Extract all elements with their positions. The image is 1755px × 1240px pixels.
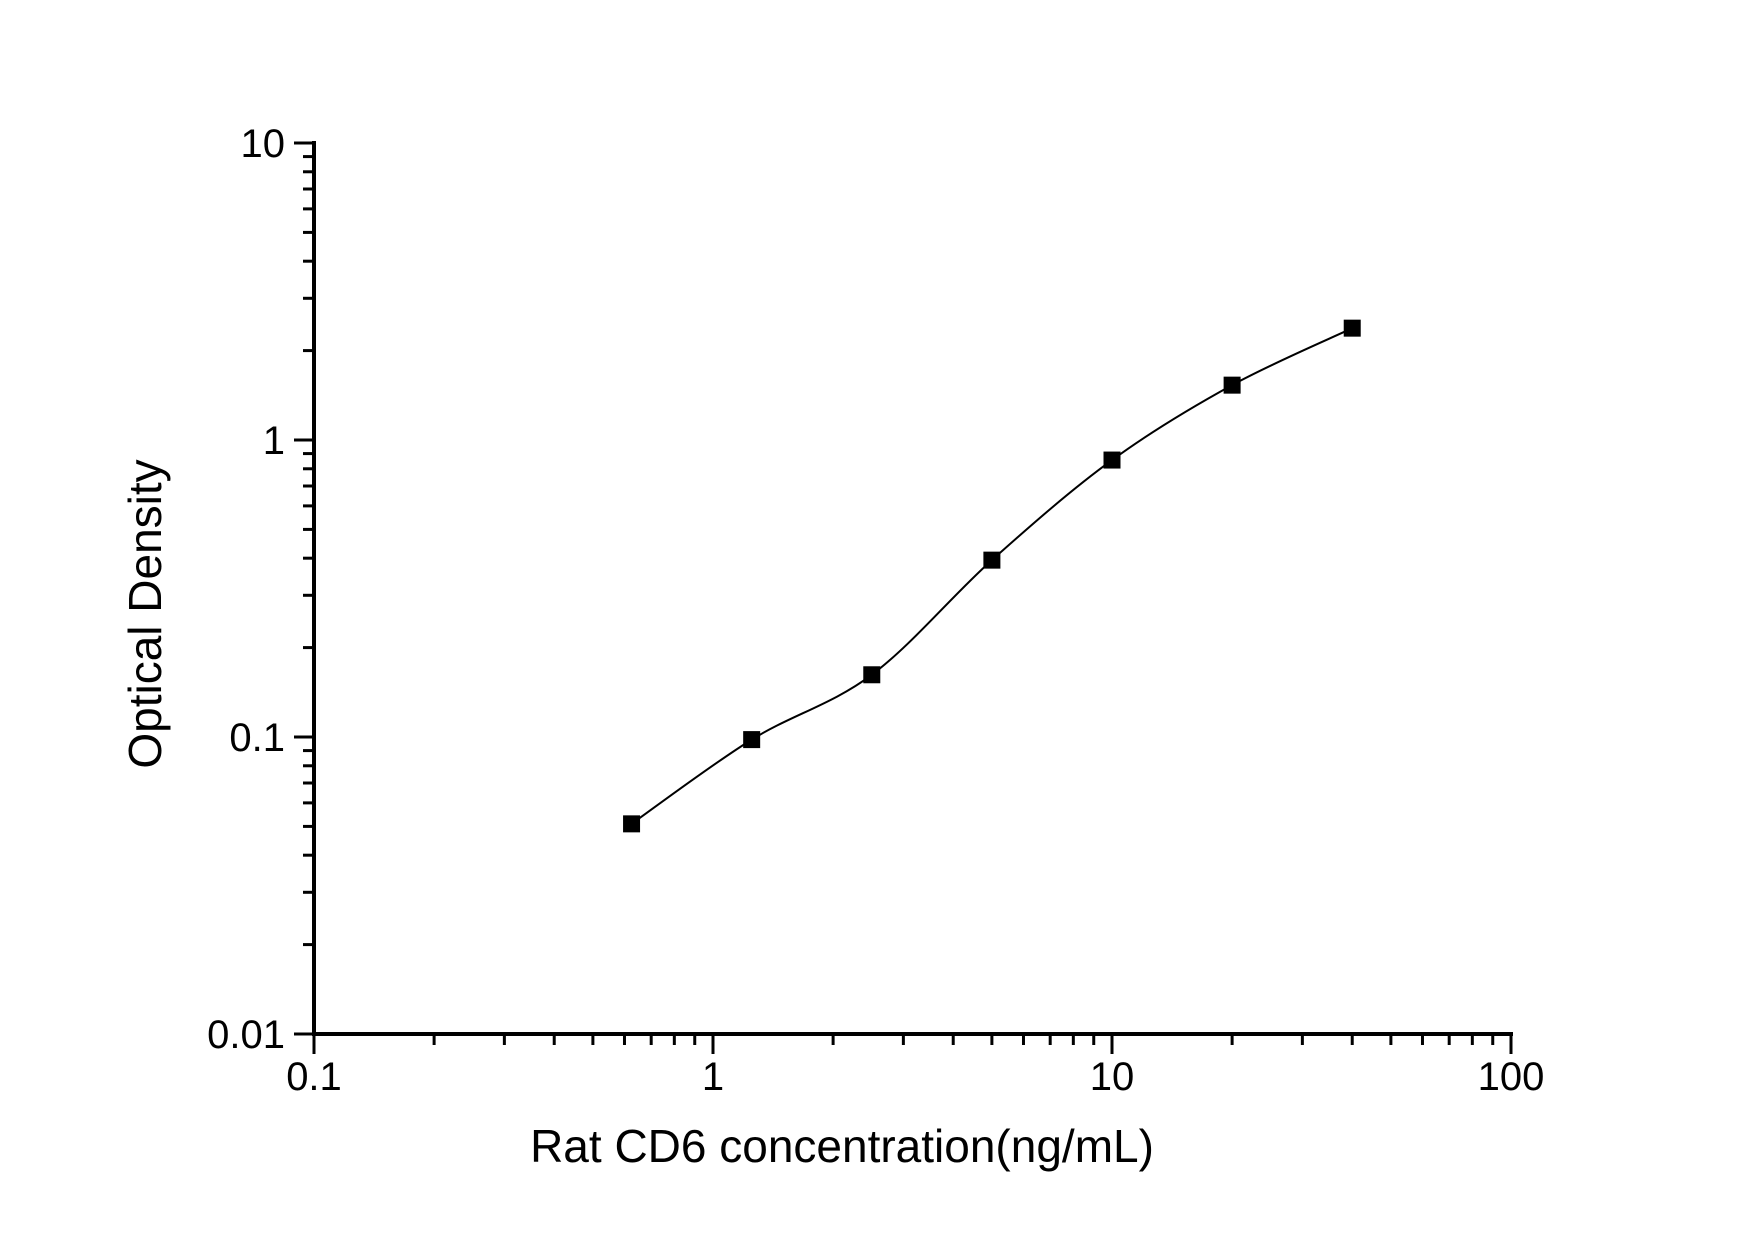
data-point-marker [1103,451,1121,469]
x-tick-label: 0.1 [286,1055,342,1099]
y-tick-label: 1 [263,419,285,463]
x-tick-label: 100 [1478,1055,1545,1099]
data-point-marker [623,815,641,833]
standard-curve-line [630,327,1353,825]
x-tick-label: 1 [702,1055,724,1099]
x-axis-title: Rat CD6 concentration(ng/mL) [530,1120,1154,1172]
data-point-marker [983,551,1001,569]
data-point-marker [1343,319,1361,337]
data-point-marker [743,731,761,749]
y-tick-label: 0.1 [229,716,285,760]
y-tick-label: 0.01 [207,1013,285,1057]
y-tick-label: 10 [241,122,286,166]
data-point-marker [1223,376,1241,394]
data-point-marker [863,666,881,684]
x-tick-label: 10 [1090,1055,1135,1099]
y-axis-title: Optical Density [119,459,171,768]
